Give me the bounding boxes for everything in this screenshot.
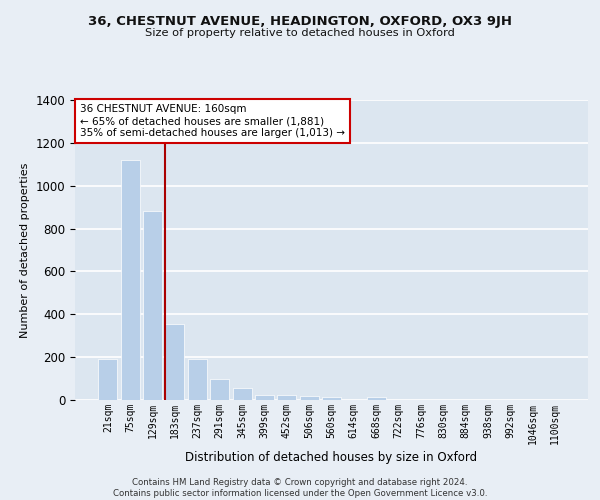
Bar bbox=[322, 398, 341, 400]
Bar bbox=[233, 388, 251, 400]
Text: Contains HM Land Registry data © Crown copyright and database right 2024.
Contai: Contains HM Land Registry data © Crown c… bbox=[113, 478, 487, 498]
Text: 36 CHESTNUT AVENUE: 160sqm
← 65% of detached houses are smaller (1,881)
35% of s: 36 CHESTNUT AVENUE: 160sqm ← 65% of deta… bbox=[80, 104, 345, 138]
Bar bbox=[277, 396, 296, 400]
Bar bbox=[98, 360, 118, 400]
X-axis label: Distribution of detached houses by size in Oxford: Distribution of detached houses by size … bbox=[185, 451, 478, 464]
Text: 36, CHESTNUT AVENUE, HEADINGTON, OXFORD, OX3 9JH: 36, CHESTNUT AVENUE, HEADINGTON, OXFORD,… bbox=[88, 15, 512, 28]
Bar bbox=[143, 212, 162, 400]
Bar bbox=[188, 360, 207, 400]
Bar bbox=[255, 394, 274, 400]
Y-axis label: Number of detached properties: Number of detached properties bbox=[20, 162, 30, 338]
Bar bbox=[166, 324, 184, 400]
Bar bbox=[210, 378, 229, 400]
Bar bbox=[367, 398, 386, 400]
Bar bbox=[121, 160, 140, 400]
Bar bbox=[299, 396, 319, 400]
Text: Size of property relative to detached houses in Oxford: Size of property relative to detached ho… bbox=[145, 28, 455, 38]
